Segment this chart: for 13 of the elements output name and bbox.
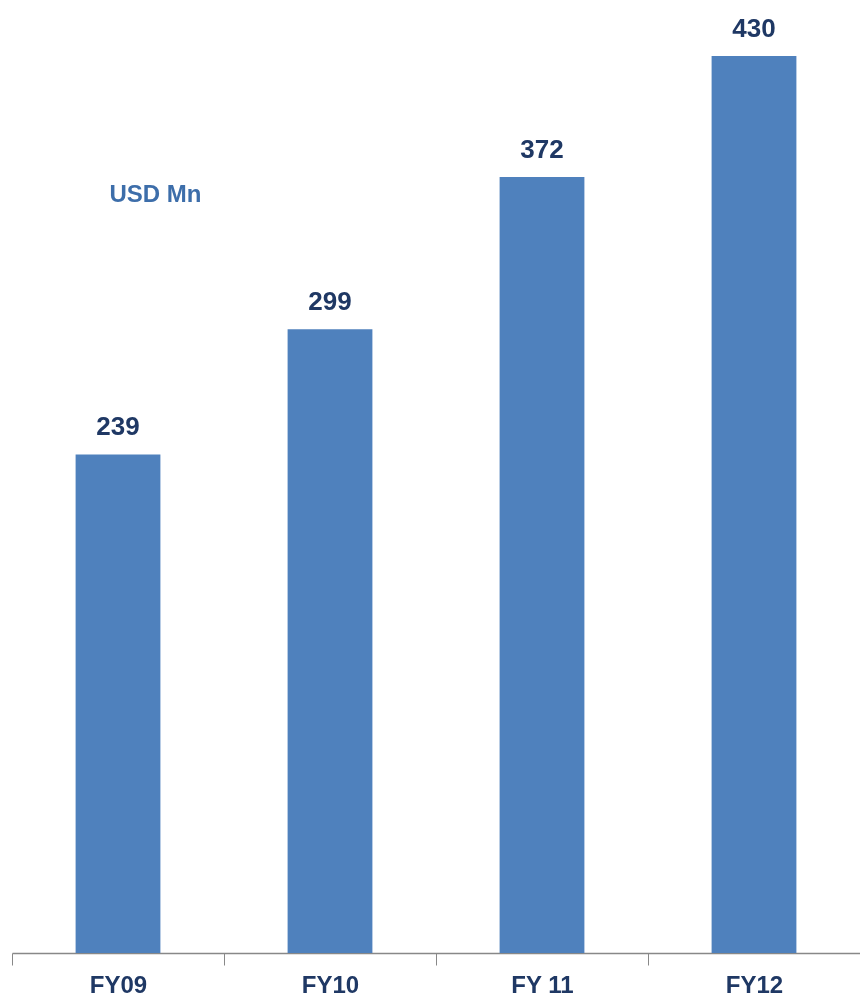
data-label: 299 xyxy=(308,286,352,317)
x-tick-label: FY09 xyxy=(89,970,148,998)
bar xyxy=(499,176,585,953)
x-tick-label: FY10 xyxy=(301,970,360,998)
data-label: 372 xyxy=(520,133,564,164)
x-tick-label: FY12 xyxy=(725,970,784,998)
bar xyxy=(287,329,373,953)
y-axis-title: USD Mn xyxy=(109,179,202,207)
data-label: 430 xyxy=(732,13,776,43)
data-label: 239 xyxy=(96,411,140,442)
bar xyxy=(75,454,161,953)
bar xyxy=(711,56,797,953)
x-tick-label: FY 11 xyxy=(511,970,574,998)
